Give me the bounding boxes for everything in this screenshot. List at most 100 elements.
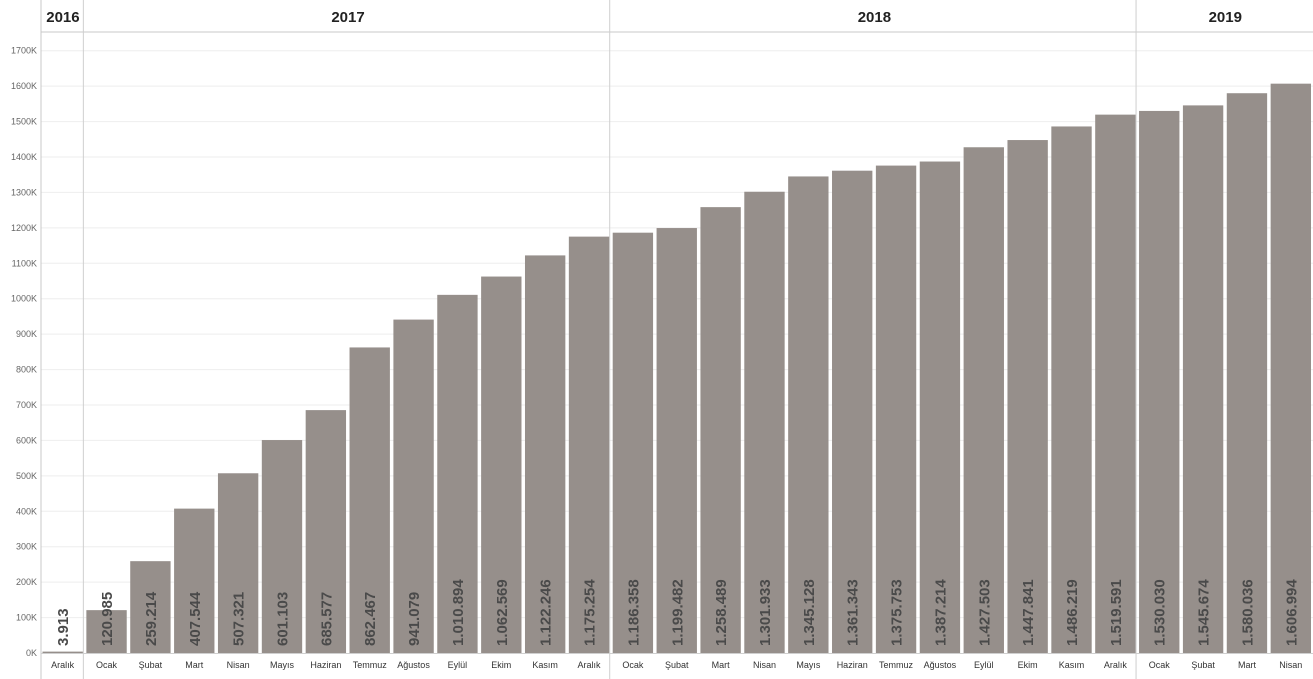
bar [1095, 114, 1136, 653]
y-tick-label: 200K [16, 577, 37, 587]
bar [832, 170, 873, 653]
x-category-label: Eylül [448, 660, 468, 670]
year-label: 2016 [46, 9, 79, 26]
x-category-label: Nisan [753, 660, 776, 670]
x-category-label: Ekim [491, 660, 511, 670]
bar [1007, 140, 1048, 654]
bar-value-label: 1.345.128 [801, 579, 818, 646]
bar [1139, 110, 1180, 653]
bar-value-label: 1.199.482 [669, 579, 686, 646]
x-category-label: Aralık [51, 660, 75, 670]
year-header: 2016 2017 2018 2019 [41, 0, 1313, 679]
bar [349, 347, 390, 653]
year-label: 2019 [1209, 9, 1242, 26]
bar-value-label: 1.062.569 [494, 579, 511, 646]
year-label: 2018 [858, 9, 891, 26]
x-category-label: Kasım [532, 660, 558, 670]
bar-value-label: 941.079 [406, 592, 423, 646]
bar [42, 651, 83, 653]
x-category-label: Nisan [1279, 660, 1302, 670]
bar-value-label: 1.010.894 [450, 579, 467, 646]
bar-value-label: 1.545.674 [1196, 579, 1213, 646]
bar-value-label: 1.258.489 [713, 579, 730, 646]
bars [42, 83, 1311, 654]
bar [656, 228, 697, 654]
y-tick-label: 800K [16, 365, 37, 375]
bar [919, 161, 961, 653]
bar [744, 191, 785, 653]
y-tick-label: 1100K [12, 258, 37, 268]
y-tick-label: 1200K [11, 223, 37, 233]
bar-value-label: 1.122.246 [538, 579, 555, 646]
x-axis-categories: Aralık Ocak Şubat Mart Nisan Mayıs Haziran Temm… [51, 660, 1302, 670]
y-tick-label: 1600K [11, 81, 37, 91]
y-tick-label: 0K [26, 648, 37, 658]
bar-value-label: 259.214 [143, 591, 160, 646]
bar-value-label: 1.580.036 [1239, 579, 1256, 646]
bar-value-label: 1.186.358 [625, 579, 642, 646]
bar [86, 610, 127, 653]
x-category-label: Mart [185, 660, 203, 670]
x-category-label: Temmuz [879, 660, 914, 670]
bar-value-label: 1.175.254 [582, 579, 599, 646]
x-category-label: Ağustos [397, 660, 430, 670]
bar [1226, 93, 1268, 653]
y-tick-label: 1000K [11, 294, 37, 304]
x-category-label: Ocak [622, 660, 644, 670]
bar [963, 147, 1004, 653]
bar-value-label: 1.606.994 [1283, 579, 1300, 646]
bar [174, 508, 215, 653]
bar-value-label: 685.577 [318, 592, 335, 646]
y-tick-label: 1500K [11, 117, 37, 127]
y-tick-label: 1300K [11, 187, 37, 197]
y-tick-label: 300K [16, 542, 37, 552]
x-category-label: Haziran [837, 660, 868, 670]
bar [261, 440, 303, 653]
x-category-label: Temmuz [353, 660, 388, 670]
y-tick-label: 1400K [11, 152, 37, 162]
bar [1051, 126, 1092, 653]
bar [875, 165, 917, 653]
bar-value-label: 407.544 [187, 591, 204, 646]
x-category-label: Şubat [1191, 660, 1215, 670]
y-tick-label: 900K [16, 329, 37, 339]
bar-value-label: 1.375.753 [889, 579, 906, 646]
bar-value-label: 1.519.591 [1108, 579, 1125, 646]
bar-value-label: 1.447.841 [1020, 579, 1037, 646]
bar [612, 232, 654, 653]
x-category-label: Kasım [1059, 660, 1085, 670]
bar-value-label: 120.985 [99, 592, 116, 646]
x-category-label: Ekim [1018, 660, 1038, 670]
x-category-label: Ocak [96, 660, 118, 670]
bar [568, 236, 610, 653]
x-category-label: Nisan [227, 660, 250, 670]
bar-value-label: 1.530.030 [1152, 579, 1169, 646]
x-category-label: Mart [1238, 660, 1256, 670]
bar [393, 319, 434, 653]
y-tick-label: 600K [16, 435, 37, 445]
bar-value-label: 1.486.219 [1064, 579, 1081, 646]
bar [700, 207, 741, 654]
bar [305, 410, 347, 653]
bar [788, 176, 829, 653]
bar-value-label: 3.913 [55, 608, 72, 646]
y-tick-label: 400K [16, 506, 37, 516]
x-category-label: Aralık [578, 660, 602, 670]
x-category-label: Ağustos [924, 660, 957, 670]
x-category-label: Şubat [665, 660, 689, 670]
bar-value-label: 1.427.503 [976, 579, 993, 646]
x-category-label: Mart [712, 660, 730, 670]
y-axis: 0K 100K 200K 300K 400K 500K 600K 700K 800K 900K 10… [11, 0, 1313, 679]
y-tick-label: 1700K [11, 46, 37, 56]
bar [130, 561, 171, 653]
x-category-label: Eylül [974, 660, 994, 670]
y-tick-label: 700K [16, 400, 37, 410]
bar-value-label: 1.301.933 [757, 579, 774, 646]
bar-value-label: 507.321 [231, 592, 248, 646]
x-category-label: Şubat [139, 660, 163, 670]
bar [1270, 83, 1311, 654]
bar [481, 276, 522, 653]
bar-value-label: 1.387.214 [932, 579, 949, 646]
bar-value-label: 862.467 [362, 592, 379, 646]
